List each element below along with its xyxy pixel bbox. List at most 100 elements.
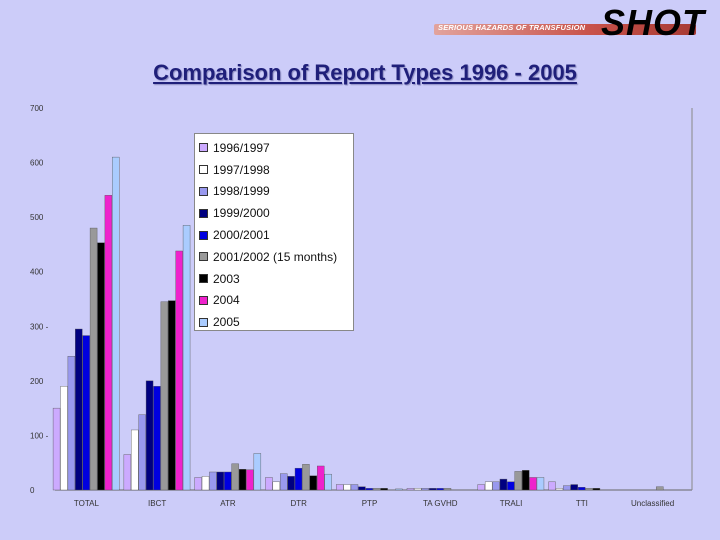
logo-stripe [434,24,696,35]
bar-6-8 [536,477,545,491]
legend-swatch [199,295,208,305]
bar-4-0 [336,484,344,491]
category-label: IBCT [148,499,166,508]
bar-0-4 [82,335,90,491]
category-label: TA GVHD [423,499,458,508]
legend-item: 1997/1998 [199,159,353,181]
bar-7-6 [592,488,601,491]
bar-0-1 [60,386,68,491]
bar-0-2 [67,356,76,491]
bar-0-5 [89,227,98,491]
legend-label: 1996/1997 [213,140,270,155]
legend-item: 1999/2000 [199,202,353,224]
bar-5-1 [414,488,422,491]
bar-4-1 [343,484,351,491]
bar-1-7 [175,250,183,491]
legend-label: 2001/2002 (15 months) [213,249,338,264]
bar-3-2 [280,473,288,491]
bar-4-8 [395,488,403,491]
y-tick-label: 300 - [30,322,49,331]
bar-3-7 [317,465,325,491]
bar-0-0 [52,407,61,491]
y-tick-label: 200 [30,377,44,386]
bar-3-4 [294,467,303,491]
bar-4-3 [358,486,366,491]
y-tick-label: 100 - [30,431,49,440]
chart-legend: 1996/1997 1997/1998 1998/1999 1999/2000 2000… [194,133,354,331]
bar-2-0 [194,477,202,491]
bar-0-6 [97,242,105,491]
bar-3-1 [272,481,281,491]
shot-logo: SERIOUS HAZARDS OF TRANSFUSION SHOT [430,2,715,46]
y-tick-label: 0 [30,486,35,495]
bar-2-1 [201,476,210,491]
bar-4-6 [380,488,388,491]
y-tick-label: 400 [30,268,44,277]
bar-6-3 [499,478,508,491]
bar-5-0 [406,488,415,491]
bar-1-5 [160,301,169,491]
bar-5-2 [421,488,429,491]
bar-7-0 [548,481,556,491]
logo-tagline: SERIOUS HAZARDS OF TRANSFUSION [438,23,586,32]
bar-6-2 [492,481,500,491]
legend-label: 2003 [213,271,240,286]
category-label: ATR [220,499,236,508]
y-tick-label: 700 [30,104,44,113]
bar-1-1 [131,429,139,491]
legend-label: 2004 [213,293,240,308]
legend-swatch [199,252,208,262]
legend-item: 2004 [199,290,353,312]
bar-3-5 [302,464,310,491]
legend-label: 2000/2001 [213,228,270,243]
bar-4-2 [350,484,359,491]
legend-item: 2003 [199,268,353,290]
bar-6-5 [514,471,522,491]
bar-2-5 [231,463,239,491]
category-label: PTP [362,499,378,508]
bar-0-3 [75,328,83,491]
bar-6-1 [484,481,493,491]
legend-swatch [199,208,208,218]
legend-swatch [199,165,208,175]
bar-1-2 [138,414,146,491]
bar-6-4 [507,481,515,491]
legend-label: 2005 [213,315,240,330]
bar-1-4 [153,386,161,491]
bar-3-3 [287,476,295,491]
legend-swatch [199,230,208,240]
bar-6-6 [521,470,530,491]
legend-item: 1998/1999 [199,181,353,203]
legend-swatch [199,186,208,196]
bar-5-4 [436,488,444,491]
bar-2-4 [224,471,232,491]
bar-5-5 [443,488,452,491]
bar-3-8 [324,473,332,491]
legend-item: 1996/1997 [199,137,353,159]
logo-wordmark: SHOT [600,2,705,43]
legend-item: 2000/2001 [199,224,353,246]
bar-4-4 [365,488,373,491]
bar-6-0 [477,484,485,491]
bar-2-7 [246,469,254,491]
category-label: Unclassified [631,499,674,508]
bar-7-5 [585,488,593,491]
category-label: DTR [290,499,307,508]
bar-6-7 [529,477,537,491]
bar-8-5 [656,486,664,491]
legend-label: 1998/1999 [213,184,270,199]
bar-2-6 [238,469,247,491]
legend-swatch [199,317,208,327]
bar-1-0 [123,454,132,491]
legend-item: 2005 [199,311,353,333]
legend-label: 1997/1998 [213,162,270,177]
bar-5-3 [428,488,437,491]
category-label: TTI [576,499,588,508]
legend-swatch [199,274,208,284]
bar-2-8 [253,453,262,491]
bar-1-8 [182,225,191,491]
bar-1-6 [168,300,176,491]
category-label: TOTAL [74,499,100,508]
bar-7-2 [563,485,571,491]
